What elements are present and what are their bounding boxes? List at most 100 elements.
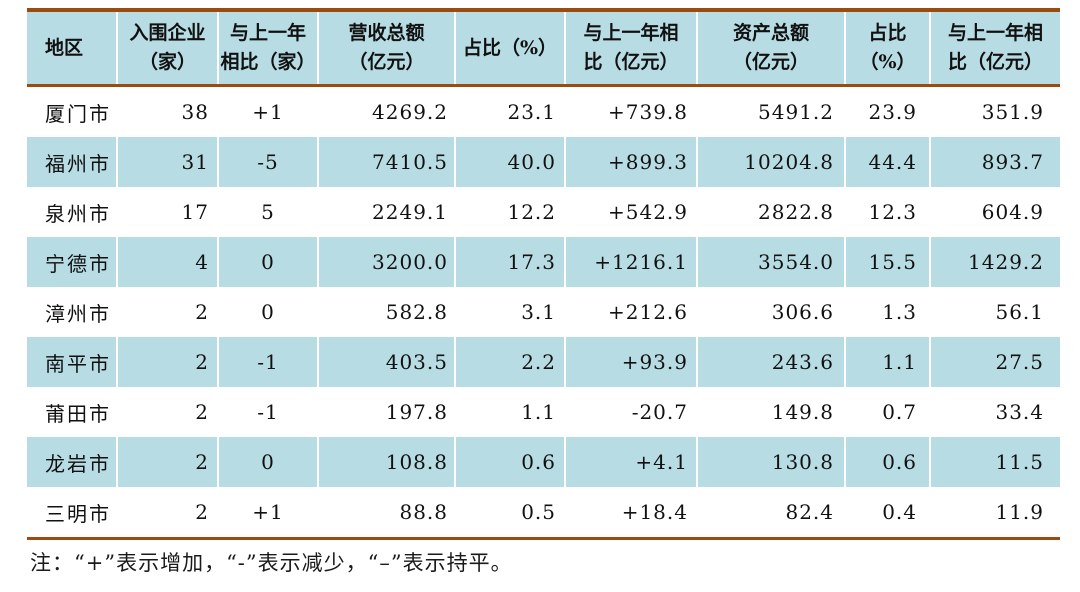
data-cell: +1 — [218, 85, 319, 137]
table-row-sanming: 三明市 2 +1 88.8 0.5 +18.4 82.4 0.4 11.9 — [27, 487, 1060, 539]
data-cell: 17 — [117, 187, 219, 237]
header-line: （%） — [859, 51, 916, 73]
data-cell: -1 — [218, 387, 319, 437]
column-header-entrant-count: 入围企业 （家） — [117, 10, 219, 87]
data-cell: 40.0 — [455, 137, 566, 187]
table-header: 地区 入围企业 （家） 与上一年 相比（家） 营收总额 （亿元） 占比 （%） 与上一年… — [27, 10, 1060, 87]
data-cell: +1216.1 — [565, 237, 698, 287]
data-cell: +93.9 — [565, 337, 698, 387]
data-cell: 243.6 — [697, 337, 846, 387]
data-cell: 7410.5 — [318, 137, 456, 187]
data-cell: +212.6 — [565, 287, 698, 337]
header-line: 相比（家） — [220, 51, 316, 73]
table-row-nanping: 南平市 2 -1 403.5 2.2 +93.9 243.6 1.1 27.5 — [27, 337, 1060, 387]
header-row: 地区 入围企业 （家） 与上一年 相比（家） 营收总额 （亿元） 占比 （%） 与上一年… — [27, 10, 1060, 87]
data-cell: 44.4 — [845, 137, 931, 187]
data-cell: 582.8 — [318, 287, 456, 337]
data-cell: 0 — [218, 437, 319, 487]
data-cell: 351.9 — [981, 100, 1044, 124]
data-cell: 4269.2 — [318, 85, 456, 137]
data-cell: 88.8 — [318, 487, 456, 539]
data-cell: 3200.0 — [318, 237, 456, 287]
data-cell: 38 — [117, 85, 219, 137]
data-cell: 197.8 — [318, 387, 456, 437]
data-cell: 1.1 — [455, 387, 566, 437]
data-cell: 1429.2 — [930, 237, 1060, 287]
data-cell: -5 — [218, 137, 319, 187]
table-row-quanzhou: 泉州市 17 5 2249.1 12.2 +542.9 2822.8 12.3 … — [27, 187, 1060, 237]
data-cell: 17.3 — [455, 237, 566, 287]
table-row-longyan: 龙岩市 2 0 108.8 0.6 +4.1 130.8 0.6 11.5 — [27, 437, 1060, 487]
column-header-assets-total: 资产总额 （亿元） — [697, 10, 846, 87]
data-cell: 893.7 — [930, 137, 1060, 187]
header-line: 与上一年相 — [583, 22, 679, 44]
column-header-region: 地区 — [27, 10, 118, 87]
header-line: 比（亿元） — [583, 51, 679, 73]
data-cell: 306.6 — [697, 287, 846, 337]
table-row-putian: 莆田市 2 -1 197.8 1.1 -20.7 149.8 0.7 33.4 — [27, 387, 1060, 437]
header-line: 比（亿元） — [947, 51, 1043, 73]
table-row-fuzhou: 福州市 31 -5 7410.5 40.0 +899.3 10204.8 44.… — [27, 137, 1060, 187]
data-cell: 0.4 — [845, 487, 931, 539]
column-header-revenue-share: 占比（%） — [455, 10, 566, 87]
data-cell: 403.5 — [318, 337, 456, 387]
data-cell: 0.6 — [455, 437, 566, 487]
data-cell: 1.3 — [845, 287, 931, 337]
data-cell: 0 — [218, 287, 319, 337]
data-cell: 3.1 — [455, 287, 566, 337]
data-cell: +4.1 — [565, 437, 698, 487]
data-cell: 15.5 — [845, 237, 931, 287]
data-cell: +542.9 — [565, 187, 698, 237]
header-line: （亿元） — [732, 51, 809, 73]
region-name-cell: 厦门市 — [27, 85, 118, 137]
data-cell: 56.1 — [995, 300, 1044, 324]
data-cell: 3554.0 — [697, 237, 846, 287]
data-cell: 4 — [117, 237, 219, 287]
region-name-cell: 龙岩市 — [27, 437, 118, 487]
data-cell: 2.2 — [455, 337, 566, 387]
region-name-cell: 南平市 — [27, 337, 118, 387]
data-cell: 149.8 — [697, 387, 846, 437]
data-cell: 130.8 — [697, 437, 846, 487]
data-cell: +1 — [218, 487, 319, 539]
table-row-zhangzhou: 漳州市 2 0 582.8 3.1 +212.6 306.6 1.3 56.1 — [27, 287, 1060, 337]
column-header-revenue-total: 营收总额 （亿元） — [318, 10, 456, 87]
header-line: 占比 — [868, 22, 907, 44]
column-header-revenue-yoy: 与上一年相比（亿元） — [565, 10, 698, 87]
data-cell: +739.8 — [565, 85, 698, 137]
data-cell: 0.7 — [845, 387, 931, 437]
data-cell: 0.6 — [845, 437, 931, 487]
data-cell: 2822.8 — [697, 187, 846, 237]
data-cell: 5491.2 — [697, 85, 846, 137]
data-cell: 5 — [218, 187, 319, 237]
data-cell: 12.2 — [455, 187, 566, 237]
data-cell: 2 — [117, 387, 219, 437]
data-cell: 82.4 — [697, 487, 846, 539]
region-name-cell: 三明市 — [27, 487, 118, 539]
region-name-cell: 泉州市 — [27, 187, 118, 237]
region-name-cell: 宁德市 — [27, 237, 118, 287]
region-name-cell: 漳州市 — [27, 287, 118, 337]
data-cell: 2 — [117, 287, 219, 337]
header-line: 营收总额 — [348, 22, 425, 44]
region-name-cell: 福州市 — [27, 137, 118, 187]
header-line: 与上一年相 — [947, 22, 1043, 44]
header-line: （家） — [138, 51, 196, 73]
table-row-xiamen: 厦门市 38 +1 4269.2 23.1 +739.8 5491.2 23.9… — [27, 85, 1060, 137]
header-line: 与上一年 — [229, 22, 306, 44]
data-cell: 2249.1 — [318, 187, 456, 237]
data-cell: 604.9 — [981, 200, 1044, 224]
data-cell: 12.3 — [845, 187, 931, 237]
table-note: 注：“+”表示增加，“-”表示减少，“–”表示持平。 — [30, 551, 513, 575]
data-cell: 1.1 — [845, 337, 931, 387]
data-cell: 0.5 — [455, 487, 566, 539]
data-cell: 108.8 — [318, 437, 456, 487]
data-cell: 23.9 — [845, 85, 931, 137]
data-cell: +899.3 — [565, 137, 698, 187]
data-cell: 11.5 — [930, 437, 1060, 487]
column-header-assets-share: 占比 （%） — [845, 10, 931, 87]
data-cell: -1 — [218, 337, 319, 387]
data-cell: 2 — [117, 337, 219, 387]
data-cell: 0 — [218, 237, 319, 287]
